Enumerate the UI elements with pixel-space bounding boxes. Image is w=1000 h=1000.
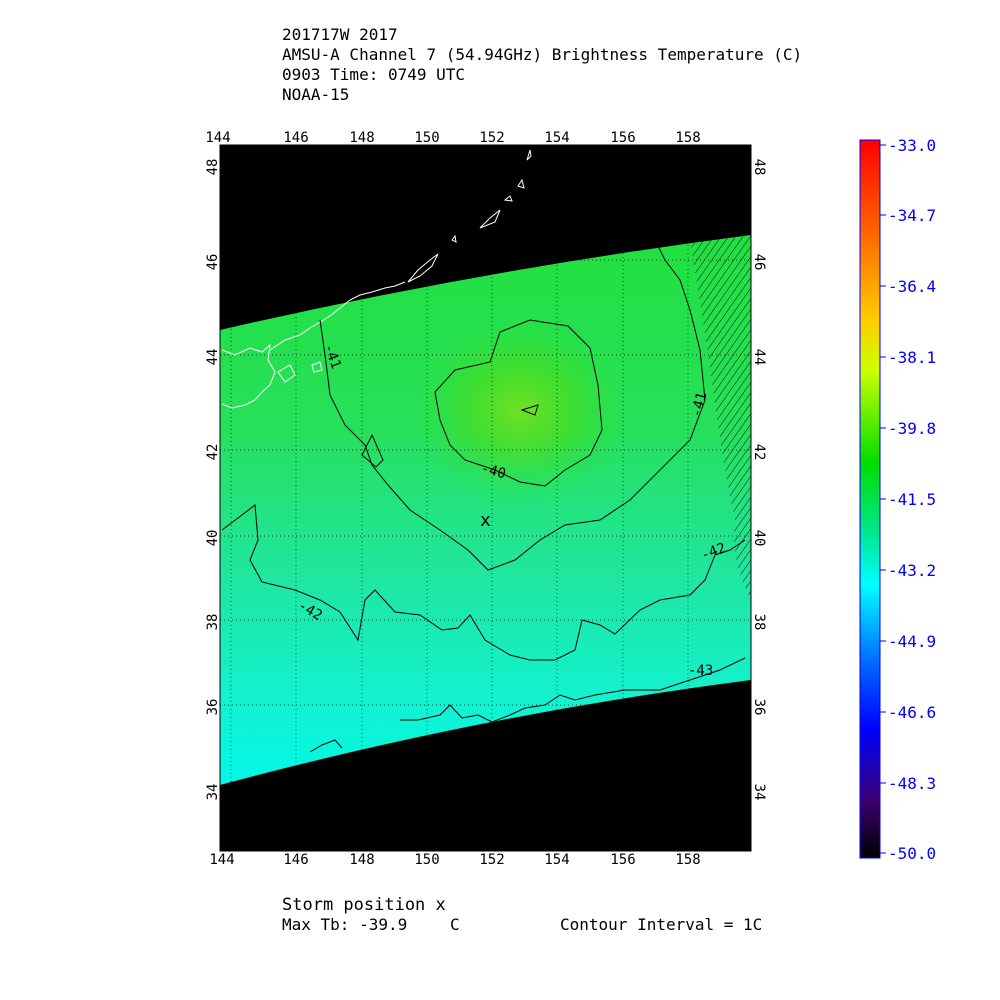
lat-tick: 46	[751, 254, 767, 271]
contour-41	[319, 239, 706, 571]
lon-tick: 154	[544, 852, 569, 868]
lon-ticks-bottom: 144 146 148 150 152 154 156 158	[209, 852, 700, 868]
colorbar-label: -34.7	[888, 206, 936, 225]
contour-41-small	[361, 433, 384, 468]
max-tb-label: Max Tb: -39.9	[282, 915, 407, 934]
lat-tick: 48	[205, 159, 221, 176]
lon-tick: 144	[209, 852, 234, 868]
lat-lon-grid	[220, 145, 751, 851]
lon-ticks-top: 144 146 148 150 152 154 156 158	[205, 130, 700, 146]
lat-tick: 40	[205, 530, 221, 547]
colorbar-label: -44.9	[888, 632, 936, 651]
colorbar-label: -43.2	[888, 561, 936, 580]
storm-position-marker: x	[480, 510, 491, 531]
lon-tick: 150	[414, 852, 439, 868]
lat-tick: 46	[205, 254, 221, 271]
lat-tick: 36	[751, 699, 767, 716]
lon-tick: 152	[479, 852, 504, 868]
satellite-title: NOAA-15	[282, 85, 349, 104]
hatched-edge-region	[690, 235, 751, 600]
colorbar-label: -39.8	[888, 419, 936, 438]
contour-40	[434, 319, 603, 487]
lon-tick: 156	[610, 130, 635, 146]
lat-tick: 38	[205, 614, 221, 631]
lon-tick: 150	[414, 130, 439, 146]
lat-ticks-right: 48 46 44 42 40 38 36 34	[751, 159, 767, 801]
lat-tick: 48	[751, 159, 767, 176]
colorbar-label: -38.1	[888, 348, 936, 367]
lon-tick: 158	[675, 130, 700, 146]
figure-header: 201717W 2017 AMSU-A Channel 7 (54.94GHz)…	[282, 25, 802, 104]
colorbar-label: -41.5	[888, 490, 936, 509]
max-tb-unit: C	[450, 915, 460, 934]
colorbar-gradient	[859, 139, 881, 859]
lon-tick: 148	[349, 852, 374, 868]
colorbar-label: -33.0	[888, 136, 936, 155]
map-frame	[219, 144, 752, 852]
contour-43	[400, 657, 746, 723]
lon-tick: 146	[283, 130, 308, 146]
contour-label: -41	[688, 390, 710, 419]
colorbar-label: -50.0	[888, 844, 936, 863]
colorbar-ticks	[880, 144, 886, 854]
lon-tick: 158	[675, 852, 700, 868]
lat-tick: 42	[751, 444, 767, 461]
colorbar-label: -46.6	[888, 703, 936, 722]
lat-tick: 40	[751, 530, 767, 547]
lat-tick: 38	[751, 614, 767, 631]
time-title: 0903 Time: 0749 UTC	[282, 65, 465, 84]
colorbar-label: -48.3	[888, 774, 936, 793]
lat-tick: 44	[205, 349, 221, 366]
product-title: AMSU-A Channel 7 (54.94GHz) Brightness T…	[282, 45, 802, 64]
contour-label: -43	[688, 663, 713, 679]
lat-tick: 36	[205, 699, 221, 716]
contour-42	[221, 504, 746, 661]
lat-tick: 34	[205, 784, 221, 801]
contour-43-small	[309, 739, 343, 753]
colorbar-label: -36.4	[888, 277, 936, 296]
lon-tick: 154	[544, 130, 569, 146]
figure-footer: Storm position x Max Tb: -39.9 C Contour…	[282, 895, 762, 934]
lon-tick: 152	[479, 130, 504, 146]
lat-tick: 44	[751, 349, 767, 366]
storm-position-legend: Storm position x	[282, 895, 446, 915]
colorbar: -33.0 -34.7 -36.4 -38.1 -39.8 -41.5 -43.…	[859, 136, 936, 863]
lat-tick: 34	[751, 784, 767, 801]
contour-label: -40	[479, 460, 508, 482]
lat-tick: 42	[205, 444, 221, 461]
lon-tick: 144	[205, 130, 230, 146]
storm-id-title: 201717W 2017	[282, 25, 398, 44]
lon-tick: 146	[283, 852, 308, 868]
warm-core-shading	[410, 315, 630, 505]
contour-interval-label: Contour Interval = 1C	[560, 915, 762, 934]
lon-tick: 156	[610, 852, 635, 868]
coastline	[221, 149, 532, 409]
contour-inner	[520, 404, 539, 416]
lat-ticks-left: 48 46 44 42 40 38 36 34	[205, 159, 221, 801]
brightness-temperature-contours	[221, 239, 746, 753]
map-panel: -41 -40 -41 -42 -42 -43 x 144 146 148 15…	[205, 130, 767, 868]
lon-tick: 148	[349, 130, 374, 146]
